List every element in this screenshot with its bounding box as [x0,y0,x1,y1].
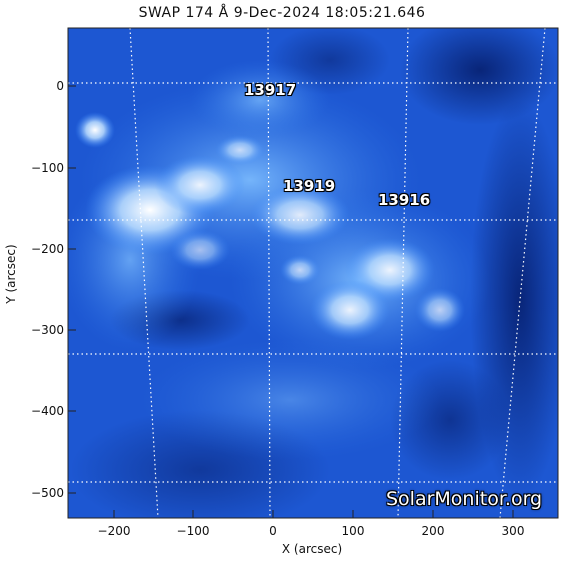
page-title: SWAP 174 Å 9-Dec-2024 18:05:21.646 [138,5,426,21]
coordinate-grid [68,28,558,518]
solarmonitor-watermark: SolarMonitor.org [386,488,543,510]
x-axis-label: X (arcsec) [281,542,343,556]
region-label-13919: 13919 [283,177,336,195]
region-label-13917: 13917 [244,81,297,99]
y-tick-label: −400 [31,404,64,418]
y-tick-label: −100 [31,161,64,175]
y-tick-label: −300 [31,323,64,337]
y-tick-label: 0 [56,79,64,93]
y-axis-label: Y (arcsec) [4,244,18,304]
plot-frame [67,27,559,519]
y-tick-label: −200 [31,242,64,256]
region-label-13916: 13916 [378,191,431,209]
x-tick-label: 0 [269,524,277,538]
x-tick-label: 100 [341,524,365,538]
y-tick-label: −500 [31,486,64,500]
x-tick-label: 200 [421,524,445,538]
x-tick-label: 300 [501,524,525,538]
x-tick-label: −100 [176,524,210,538]
x-tick-label: −200 [97,524,131,538]
euv-image [68,28,558,518]
axis-ticks [68,85,514,518]
